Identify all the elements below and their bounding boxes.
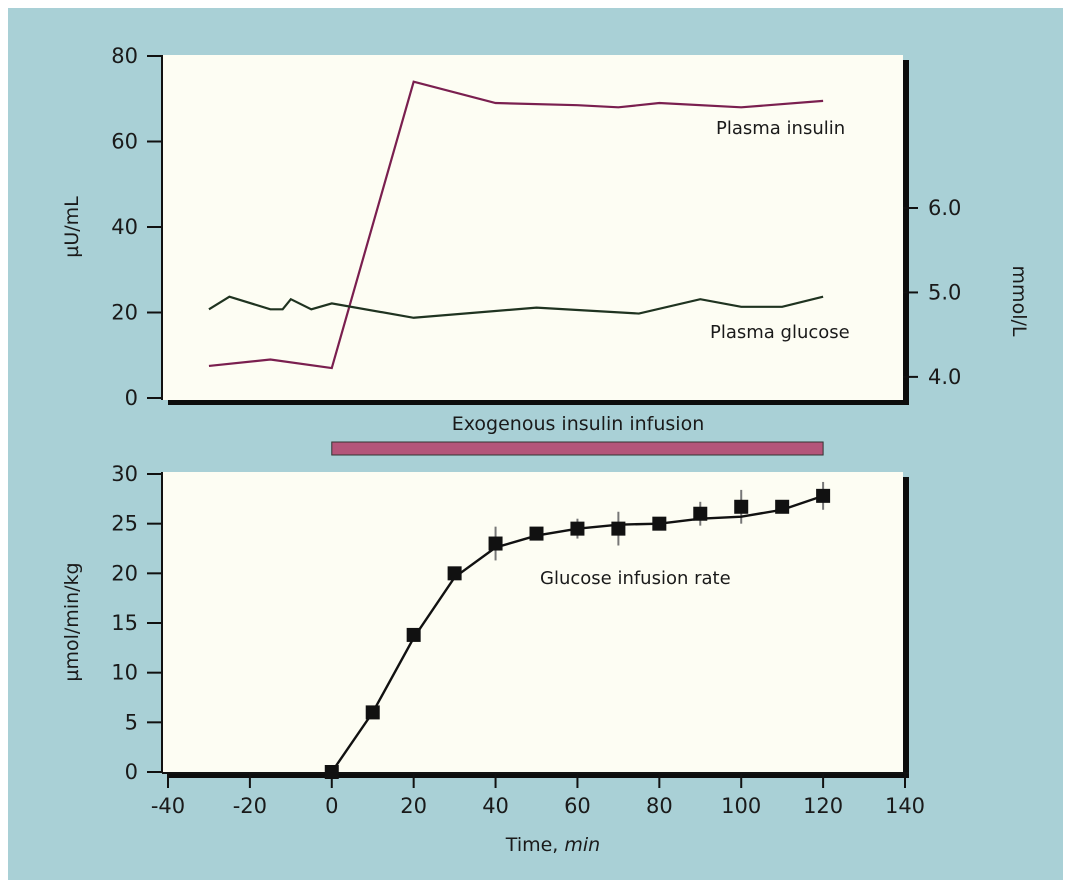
x-tick-label: 140 (885, 794, 925, 818)
top-left-y-axis-label: µU/mL (61, 196, 83, 258)
x-tick-label: -40 (151, 794, 185, 818)
x-tick-label: 80 (646, 794, 673, 818)
plasma-glucose-label: Plasma glucose (710, 322, 850, 343)
glucose-infusion-rate-points (324, 488, 831, 779)
data-point (570, 521, 585, 536)
x-tick-label: 120 (803, 794, 843, 818)
top-right-tick-label: 5.0 (928, 280, 961, 304)
top-right-tick-label: 6.0 (928, 196, 961, 220)
top-right-y-axis-label: mmol/L (1008, 266, 1030, 337)
plasma-insulin-line (208, 80, 824, 370)
top-right-tick-label: 4.0 (928, 365, 961, 389)
top-left-tick-label: 20 (111, 301, 138, 325)
top-left-y-axis: 0 20 40 60 80 (111, 44, 163, 410)
top-right-y-axis: 4.0 5.0 6.0 (903, 196, 961, 389)
x-tick-label: -20 (233, 794, 267, 818)
top-left-tick-label: 40 (111, 215, 138, 239)
data-point (365, 705, 380, 720)
data-point (447, 566, 462, 581)
data-point (734, 499, 749, 514)
insulin-infusion-bar (331, 441, 824, 456)
bottom-y-tick-label: 25 (111, 512, 138, 536)
x-axis-label: Time, min (505, 834, 600, 856)
bottom-y-tick-label: 20 (111, 561, 138, 585)
infusion-label: Exogenous insulin infusion (452, 413, 704, 435)
glucose-infusion-rate-label: Glucose infusion rate (540, 568, 731, 589)
top-chart-panel (162, 55, 903, 400)
bottom-y-tick-label: 30 (111, 462, 138, 486)
data-point (406, 627, 421, 642)
data-point (775, 499, 790, 514)
x-tick-label: 60 (564, 794, 591, 818)
data-point (529, 526, 544, 541)
bottom-y-tick-label: 10 (111, 661, 138, 685)
top-left-tick-label: 60 (111, 130, 138, 154)
plasma-insulin-label: Plasma insulin (716, 118, 845, 139)
data-point (652, 516, 667, 531)
x-tick-label: 20 (400, 794, 427, 818)
bottom-x-axis: -40 -20 0 20 40 60 80 100 120 140 (151, 772, 925, 818)
bottom-chart-panel (162, 472, 903, 773)
data-point (693, 506, 708, 521)
data-point (488, 536, 503, 551)
plasma-glucose-line (208, 295, 824, 319)
top-left-tick-label: 0 (125, 386, 138, 410)
x-axis-label-unit: min (564, 834, 600, 856)
bottom-y-tick-label: 15 (111, 611, 138, 635)
top-left-tick-label: 80 (111, 44, 138, 68)
x-tick-label: 40 (482, 794, 509, 818)
x-tick-label: 0 (325, 794, 338, 818)
bottom-y-axis-label: µmol/min/kg (61, 562, 83, 681)
bottom-y-tick-label: 0 (125, 760, 138, 784)
x-axis-label-text: Time, (505, 834, 559, 856)
bottom-y-axis: 0 5 10 15 20 25 30 (111, 462, 163, 784)
data-point (611, 521, 626, 536)
bottom-y-tick-label: 5 (125, 710, 138, 734)
data-point (324, 765, 339, 779)
data-point (816, 488, 831, 503)
x-tick-label: 100 (721, 794, 761, 818)
